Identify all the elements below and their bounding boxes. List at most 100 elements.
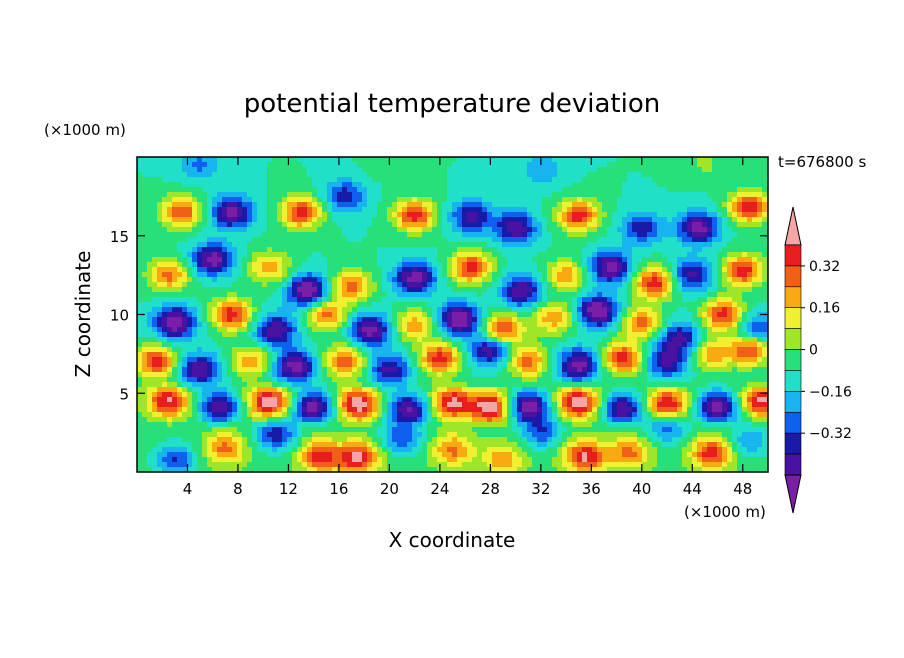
field-cell bbox=[737, 327, 743, 333]
field-cell bbox=[157, 332, 163, 338]
field-cell bbox=[332, 237, 338, 243]
field-cell bbox=[622, 192, 628, 198]
field-cell bbox=[637, 277, 643, 283]
field-cell bbox=[522, 277, 528, 283]
field-cell bbox=[762, 197, 768, 203]
field-cell bbox=[602, 272, 608, 278]
field-cell bbox=[367, 287, 373, 293]
field-cell bbox=[542, 282, 548, 288]
field-cell bbox=[467, 322, 473, 328]
field-cell bbox=[182, 317, 188, 323]
field-cell bbox=[587, 262, 593, 268]
field-cell bbox=[322, 177, 328, 183]
field-cell bbox=[517, 217, 523, 223]
field-cell bbox=[627, 302, 633, 308]
field-cell bbox=[347, 347, 353, 353]
field-cell bbox=[497, 322, 503, 328]
field-cell bbox=[302, 342, 308, 348]
field-cell bbox=[222, 187, 228, 193]
field-cell bbox=[432, 277, 438, 283]
field-cell bbox=[512, 207, 518, 213]
field-cell bbox=[497, 247, 503, 253]
field-cell bbox=[372, 287, 378, 293]
field-cell bbox=[512, 337, 518, 343]
field-cell bbox=[282, 212, 288, 218]
field-cell bbox=[397, 267, 403, 273]
field-cell bbox=[452, 212, 458, 218]
field-cell bbox=[757, 327, 763, 333]
field-cell bbox=[552, 232, 558, 238]
field-cell bbox=[297, 242, 303, 248]
field-cell bbox=[487, 232, 493, 238]
field-cell bbox=[177, 207, 183, 213]
field-cell bbox=[262, 237, 268, 243]
field-cell bbox=[267, 312, 273, 318]
field-cell bbox=[442, 282, 448, 288]
field-cell bbox=[557, 237, 563, 243]
field-cell bbox=[627, 217, 633, 223]
field-cell bbox=[672, 207, 678, 213]
field-cell bbox=[272, 202, 278, 208]
field-cell bbox=[202, 307, 208, 313]
field-cell bbox=[757, 252, 763, 258]
field-cell bbox=[542, 232, 548, 238]
field-cell bbox=[187, 162, 193, 168]
field-cell bbox=[567, 262, 573, 268]
field-cell bbox=[292, 292, 298, 298]
field-cell bbox=[562, 237, 568, 243]
field-cell bbox=[637, 292, 643, 298]
field-cell bbox=[677, 332, 683, 338]
field-cell bbox=[712, 297, 718, 303]
field-cell bbox=[392, 212, 398, 218]
field-cell bbox=[167, 332, 173, 338]
field-cell bbox=[527, 187, 533, 193]
field-cell bbox=[517, 202, 523, 208]
field-cell bbox=[592, 312, 598, 318]
field-cell bbox=[562, 332, 568, 338]
field-cell bbox=[517, 307, 523, 313]
field-cell bbox=[377, 222, 383, 228]
field-cell bbox=[547, 307, 553, 313]
field-cell bbox=[212, 242, 218, 248]
field-cell bbox=[707, 227, 713, 233]
field-cell bbox=[592, 322, 598, 328]
field-cell bbox=[217, 182, 223, 188]
field-cell bbox=[197, 222, 203, 228]
field-cell bbox=[717, 317, 723, 323]
field-cell bbox=[352, 197, 358, 203]
field-cell bbox=[562, 197, 568, 203]
field-cell bbox=[447, 282, 453, 288]
field-cell bbox=[477, 242, 483, 248]
field-cell bbox=[202, 212, 208, 218]
field-cell bbox=[552, 272, 558, 278]
field-cell bbox=[687, 287, 693, 293]
field-cell bbox=[387, 192, 393, 198]
field-cell bbox=[257, 352, 263, 358]
field-cell bbox=[562, 227, 568, 233]
field-cell bbox=[197, 187, 203, 193]
field-cell bbox=[442, 347, 448, 353]
field-cell bbox=[502, 287, 508, 293]
field-cell bbox=[527, 317, 533, 323]
field-cell bbox=[327, 257, 333, 263]
field-cell bbox=[727, 252, 733, 258]
field-cell bbox=[567, 202, 573, 208]
field-cell bbox=[442, 207, 448, 213]
field-cell bbox=[392, 247, 398, 253]
field-cell bbox=[147, 157, 153, 163]
field-cell bbox=[147, 162, 153, 168]
field-cell bbox=[697, 267, 703, 273]
field-cell bbox=[622, 292, 628, 298]
field-cell bbox=[562, 217, 568, 223]
field-cell bbox=[587, 317, 593, 323]
field-cell bbox=[327, 177, 333, 183]
field-cell bbox=[267, 352, 273, 358]
field-cell bbox=[367, 277, 373, 283]
field-cell bbox=[482, 177, 488, 183]
field-cell bbox=[557, 252, 563, 258]
field-cell bbox=[547, 207, 553, 213]
field-cell bbox=[417, 237, 423, 243]
field-cell bbox=[587, 212, 593, 218]
field-cell bbox=[667, 157, 673, 163]
field-cell bbox=[622, 197, 628, 203]
